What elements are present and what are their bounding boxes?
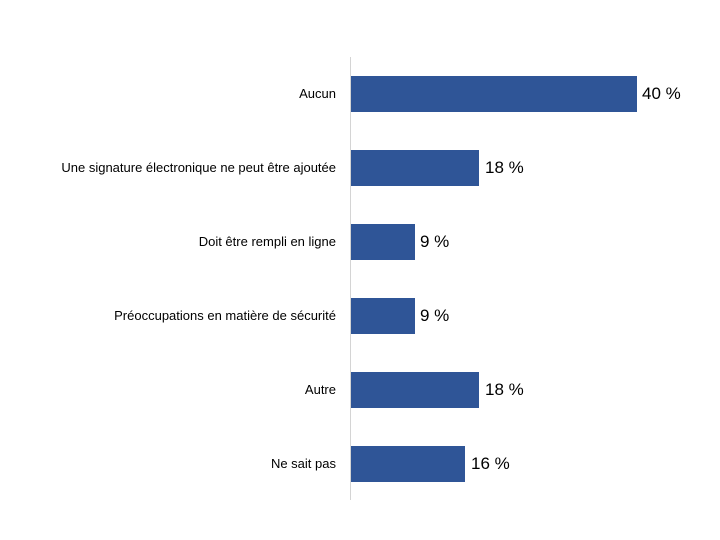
bar xyxy=(351,224,415,260)
bar-row: Une signature électronique ne peut être … xyxy=(0,150,720,186)
value-label: 16 % xyxy=(471,454,510,473)
value-label: 9 % xyxy=(420,306,450,325)
bar xyxy=(351,372,479,408)
category-label: Une signature électronique ne peut être … xyxy=(61,160,336,175)
category-label: Aucun xyxy=(299,86,336,101)
value-label: 18 % xyxy=(485,158,524,177)
bar xyxy=(351,446,465,482)
value-label: 40 % xyxy=(642,84,681,103)
bar xyxy=(351,76,637,112)
category-label: Ne sait pas xyxy=(270,456,336,471)
category-label: Préoccupations en matière de sécurité xyxy=(114,308,336,323)
bar-row: Doit être rempli en ligne 9 % xyxy=(0,224,720,260)
bar-row: Ne sait pas 16 % xyxy=(0,446,720,482)
bar-row: Aucun 40 % xyxy=(0,76,720,112)
bar xyxy=(351,298,415,334)
category-axis-line xyxy=(350,57,351,500)
value-label: 18 % xyxy=(485,380,524,399)
category-label: Autre xyxy=(304,382,336,397)
bar xyxy=(351,150,479,186)
category-label: Doit être rempli en ligne xyxy=(198,234,336,249)
bar-row: Préoccupations en matière de sécurité 9 … xyxy=(0,298,720,334)
bar-row: Autre 18 % xyxy=(0,372,720,408)
value-label: 9 % xyxy=(420,232,450,251)
